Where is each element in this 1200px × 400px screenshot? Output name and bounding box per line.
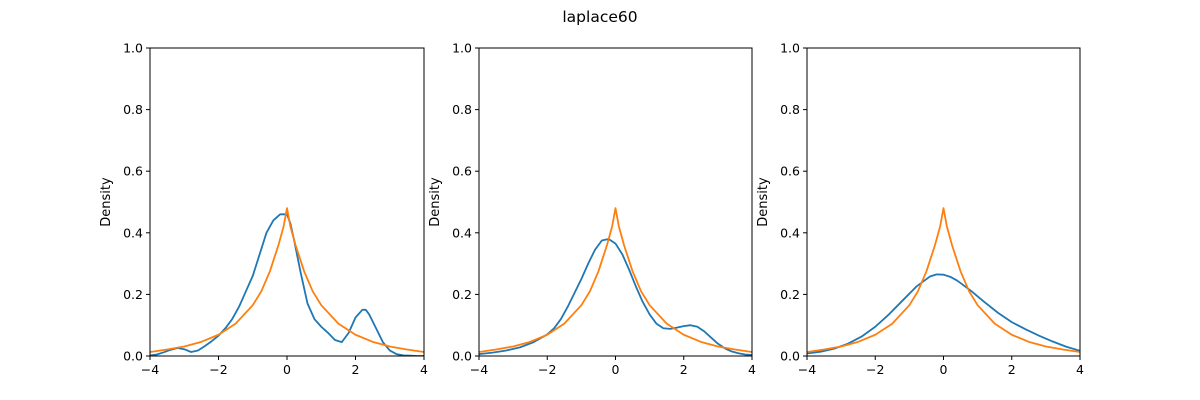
x-tick-label: 0: [612, 362, 620, 377]
x-tick-label: −4: [470, 362, 488, 377]
y-tick-label: 0.6: [123, 164, 143, 179]
y-tick-label: 0.2: [780, 287, 800, 302]
y-tick-label: 0.0: [452, 349, 472, 364]
series-1-line: [479, 238, 752, 356]
x-tick-label: −2: [538, 362, 556, 377]
x-tick-label: 4: [748, 362, 756, 377]
figure-title: laplace60: [562, 8, 637, 26]
y-tick-label: 0.2: [452, 287, 472, 302]
x-tick-label: 2: [680, 362, 688, 377]
subplot-2: −4 −2 0 2 4 0.0 0.2 0.4 0.6 0.8 1.0 Density: [428, 41, 756, 378]
y-axis-label: Density: [99, 177, 114, 227]
x-tick-label: 0: [283, 362, 291, 377]
series-1-line: [807, 273, 1080, 355]
series-2-line: [150, 207, 424, 353]
y-tick-label: 0.8: [452, 102, 472, 117]
y-tick-label: 0.4: [123, 225, 143, 240]
y-tick-label: 0.4: [780, 225, 800, 240]
y-tick-label: 0.0: [123, 349, 143, 364]
y-tick-label: 0.8: [780, 102, 800, 117]
x-tick-label: −4: [798, 362, 816, 377]
y-tick-label: 1.0: [780, 41, 800, 56]
y-tick-label: 0.6: [452, 164, 472, 179]
x-tick-label: −4: [141, 362, 159, 377]
y-tick-label: 0.8: [123, 102, 143, 117]
y-tick-label: 0.4: [452, 225, 472, 240]
series-2-line: [479, 207, 752, 353]
y-tick-label: 1.0: [452, 41, 472, 56]
y-axis-label: Density: [756, 177, 771, 227]
series-2-line: [807, 207, 1080, 353]
subplot-3: −4 −2 0 2 4 0.0 0.2 0.4 0.6 0.8 1.0 Density: [756, 41, 1084, 378]
x-tick-label: −2: [209, 362, 227, 377]
y-axis-label: Density: [428, 177, 443, 227]
y-tick-label: 0.2: [123, 287, 143, 302]
x-tick-label: 4: [420, 362, 428, 377]
subplot-grid: −4 −2 0 2 4 0.0 0.2 0.4 0.6 0.8 1.0 Density −4 −2 0 2 4 0…: [99, 41, 1084, 378]
x-tick-label: 0: [940, 362, 948, 377]
y-tick-label: 0.0: [780, 349, 800, 364]
x-tick-label: −2: [866, 362, 884, 377]
subplot-1: −4 −2 0 2 4 0.0 0.2 0.4 0.6 0.8 1.0 Density: [99, 41, 428, 378]
x-tick-label: 2: [352, 362, 360, 377]
y-tick-label: 1.0: [123, 41, 143, 56]
y-tick-label: 0.6: [780, 164, 800, 179]
x-tick-label: 4: [1076, 362, 1084, 377]
x-tick-label: 2: [1008, 362, 1016, 377]
